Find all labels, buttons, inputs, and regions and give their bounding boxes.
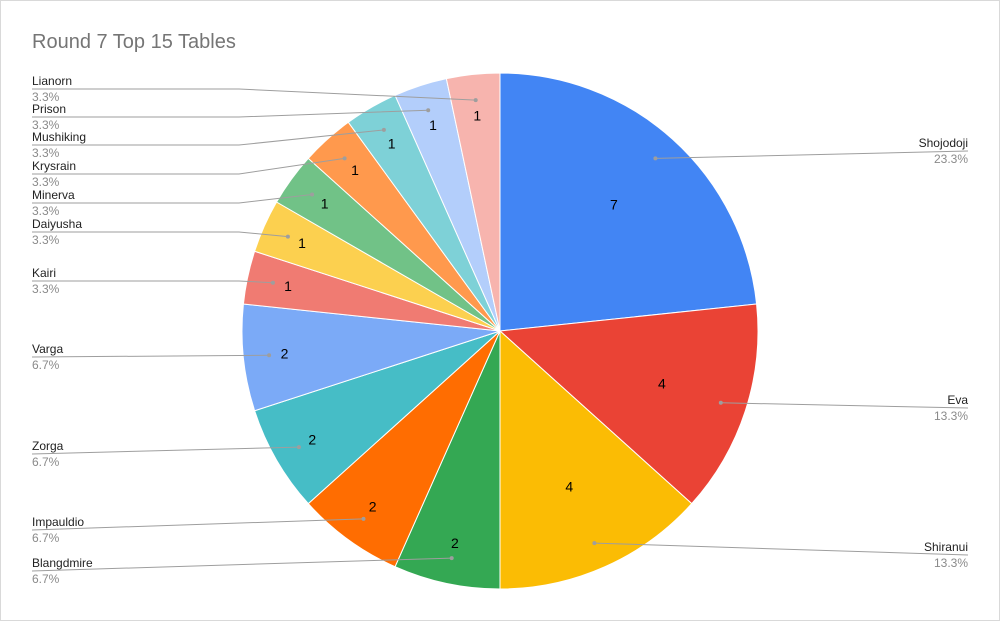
callout-line [31, 518, 364, 531]
callout-dot [310, 192, 315, 197]
slice-lianorn [445, 72, 501, 332]
legend-percent-kairi: 3.3% [32, 282, 60, 296]
slice-value-label: 2 [369, 498, 377, 514]
legend-label-blangdmire: Blangdmire [32, 556, 93, 570]
legend-label-mushiking: Mushiking [32, 130, 86, 144]
slice-shojodoji [499, 72, 758, 332]
legend-percent-varga: 6.7% [32, 358, 60, 372]
legend-percent-prison: 3.3% [32, 118, 60, 132]
callout-line [32, 109, 429, 118]
callout-dot [361, 516, 366, 521]
legend-percent-krysrain: 3.3% [32, 175, 60, 189]
legend-label-varga: Varga [32, 342, 63, 356]
slice-eva [498, 303, 759, 505]
legend-percent-mushiking: 3.3% [32, 146, 60, 160]
callout-line [32, 231, 288, 238]
legend-percent-zorga: 6.7% [32, 455, 60, 469]
callout-dot [653, 156, 658, 161]
slice-value-label: 4 [658, 376, 666, 392]
callout-dot [267, 353, 272, 358]
slice-zorga [253, 330, 501, 505]
callout-dot [718, 400, 723, 405]
callout-line [655, 150, 969, 159]
slice-value-label: 4 [565, 479, 573, 495]
slice-impauldio [307, 330, 501, 568]
legend-label-eva: Eva [947, 393, 968, 407]
slice-value-label: 1 [321, 196, 329, 212]
legend-label-shojodoji: Shojodoji [919, 136, 968, 150]
callout-dot [296, 445, 301, 450]
legend-label-krysrain: Krysrain [32, 159, 76, 173]
legend-label-kairi: Kairi [32, 266, 56, 280]
legend-percent-blangdmire: 6.7% [32, 572, 60, 586]
slice-value-label: 7 [610, 197, 618, 213]
legend-percent-eva: 13.3% [934, 409, 968, 423]
callout-dot [285, 234, 290, 239]
callout-line [720, 402, 969, 409]
legend-label-zorga: Zorga [32, 439, 64, 453]
legend-percent-shiranui: 13.3% [934, 556, 968, 570]
callout-dot [592, 541, 597, 546]
slice-value-label: 1 [388, 135, 396, 151]
callout-line [31, 557, 452, 572]
slice-value-label: 2 [308, 431, 316, 447]
slice-value-label: 1 [429, 117, 437, 133]
callout-line [32, 157, 345, 175]
legend-label-prison: Prison [32, 102, 66, 116]
legend-label-minerva: Minerva [32, 188, 75, 202]
callout-line [32, 194, 313, 204]
callout-dot [270, 280, 275, 285]
legend-percent-shojodoji: 23.3% [934, 152, 968, 166]
slice-value-label: 1 [298, 235, 306, 251]
callout-dot [381, 127, 386, 132]
legend-percent-lianorn: 3.3% [32, 90, 60, 104]
legend-label-impauldio: Impauldio [32, 515, 84, 529]
chart-title: Round 7 Top 15 Tables [32, 31, 236, 53]
legend-percent-daiyusha: 3.3% [32, 233, 60, 247]
legend-label-lianorn: Lianorn [32, 74, 72, 88]
callout-dot [473, 98, 478, 103]
slice-shiranui [499, 329, 693, 590]
slice-varga [241, 303, 501, 412]
callout-line [32, 88, 476, 101]
legend-label-shiranui: Shiranui [924, 540, 968, 554]
slice-value-label: 2 [451, 535, 459, 551]
callout-line [32, 129, 384, 146]
legend-label-daiyusha: Daiyusha [32, 217, 82, 231]
callout-line [594, 542, 969, 556]
callout-line [31, 354, 270, 358]
slice-value-label: 1 [473, 108, 481, 124]
slice-blangdmire [394, 330, 501, 590]
callout-line [31, 446, 299, 455]
callout-dot [449, 556, 454, 561]
slice-value-label: 1 [351, 162, 359, 178]
slice-value-label: 1 [284, 278, 292, 294]
legend-percent-impauldio: 6.7% [32, 531, 60, 545]
legend-percent-minerva: 3.3% [32, 204, 60, 218]
callout-line [32, 280, 273, 284]
callout-dot [426, 108, 431, 113]
callout-dot [342, 156, 347, 161]
slice-value-label: 2 [281, 346, 289, 362]
